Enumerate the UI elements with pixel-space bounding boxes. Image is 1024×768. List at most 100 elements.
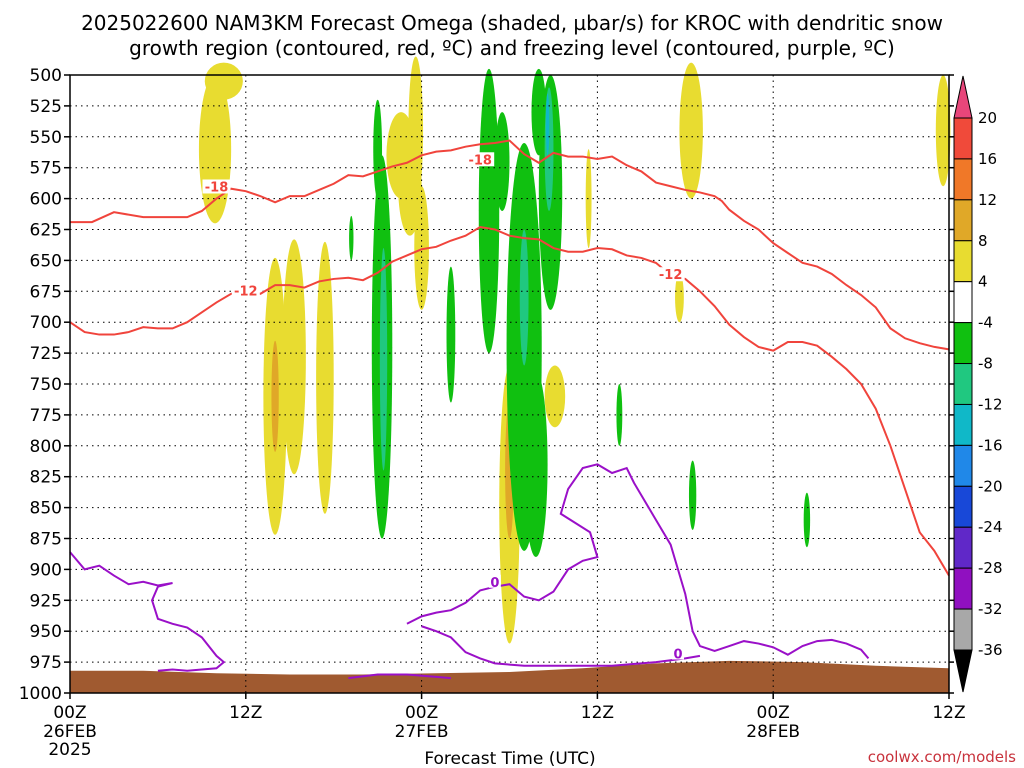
y-tick-label-6: 650 xyxy=(30,251,62,271)
y-tick-label-2: 550 xyxy=(30,128,62,148)
freezing-level-2 xyxy=(421,625,701,667)
contour-minus18 xyxy=(70,139,950,351)
omega-blob-25 xyxy=(524,371,548,558)
colorbar-segment-7 xyxy=(953,403,973,446)
y-tick-label-8: 700 xyxy=(30,313,62,333)
contour-label-1: -18 xyxy=(468,153,492,168)
colorbar-segment-6 xyxy=(953,363,973,405)
terrain-surface xyxy=(70,660,949,693)
freezing-level-1 xyxy=(406,463,870,660)
omega-blob-16 xyxy=(271,340,279,452)
x-tick-date-0: 26FEB xyxy=(43,722,97,742)
omega-blob-32 xyxy=(519,229,529,366)
colorbar-segment-11 xyxy=(953,567,973,610)
omega-blob-31 xyxy=(379,248,388,471)
y-tick-label-3: 575 xyxy=(30,159,62,179)
omega-blob-22 xyxy=(478,68,500,354)
colorbar-label-13: -36 xyxy=(978,641,1003,659)
colorbar-segment-9 xyxy=(953,485,973,528)
chart-title-line1: 2025022600 NAM3KM Forecast Omega (shaded… xyxy=(81,11,943,35)
omega-blob-28 xyxy=(616,384,623,446)
y-tick-label-9: 725 xyxy=(30,344,62,364)
colorbar-label-3: 8 xyxy=(978,232,988,250)
colorbar-label-1: 16 xyxy=(978,150,997,168)
colorbar-label-10: -24 xyxy=(978,518,1003,536)
contour-label-0: -18 xyxy=(205,180,229,195)
x-tick-label-4: 00Z xyxy=(757,703,790,723)
omega-blob-7 xyxy=(408,56,424,205)
x-tick-label-2: 00Z xyxy=(405,703,438,723)
omega-blob-3 xyxy=(282,239,306,475)
contour-minus12 xyxy=(69,225,950,577)
contour-label-bg-2 xyxy=(231,283,260,298)
freezing-label-bg-0 xyxy=(488,574,501,588)
freezing-label-bg-1 xyxy=(671,646,684,660)
y-tick-label-14: 850 xyxy=(30,499,62,519)
freezing-label-0: 0 xyxy=(490,576,499,591)
y-tick-label-20: 1000 xyxy=(19,684,62,704)
colorbar-segment-12 xyxy=(953,608,973,651)
colorbar-segment-3 xyxy=(953,240,973,283)
colorbar-label-4: 4 xyxy=(978,273,988,291)
omega-blob-8 xyxy=(414,186,429,310)
colorbar-segment-1 xyxy=(953,158,973,201)
omega-blob-23 xyxy=(494,112,510,211)
colorbar-label-6: -8 xyxy=(978,355,993,373)
x-tick-label-5: 12Z xyxy=(932,703,965,723)
freezing-label-1: 0 xyxy=(673,647,682,662)
x-tick-label-1: 12Z xyxy=(229,703,262,723)
colorbar: 20 16 12 8 4 -4 -8 -12 -16 -20 -24 -28 -32 -36 xyxy=(953,75,1003,693)
omega-blob-12 xyxy=(675,272,684,323)
omega-blob-20 xyxy=(349,215,354,261)
colorbar-segment-0 xyxy=(953,117,973,160)
contour-label-bg-1 xyxy=(466,152,495,167)
contour-labels: -18 -18 -12 -12 0 0 xyxy=(202,152,685,662)
colorbar-label-11: -28 xyxy=(978,559,1003,577)
omega-blob-30 xyxy=(803,492,811,548)
contour-label-3: -12 xyxy=(659,268,683,283)
y-tick-label-17: 925 xyxy=(30,591,62,611)
x-tick-year-0: 2025 xyxy=(48,740,91,760)
y-tick-label-0: 500 xyxy=(30,66,62,86)
x-tick-label-0: 00Z xyxy=(53,703,86,723)
x-tick-date-2: 27FEB xyxy=(395,722,449,742)
colorbar-segment-10 xyxy=(953,526,973,569)
y-tick-label-15: 875 xyxy=(30,530,62,550)
y-tick-label-18: 950 xyxy=(30,622,62,642)
freezing-level-contours xyxy=(69,463,870,680)
colorbar-label-9: -20 xyxy=(978,477,1003,495)
freezing-level-0 xyxy=(69,551,226,672)
colorbar-label-2: 12 xyxy=(978,191,997,209)
omega-blob-21 xyxy=(446,266,456,403)
colorbar-label-0: 20 xyxy=(978,109,997,127)
colorbar-label-12: -32 xyxy=(978,600,1003,618)
y-tick-label-5: 625 xyxy=(30,221,62,241)
colorbar-segment-2 xyxy=(953,199,973,242)
y-axis-ticks: 500 525 550 575 600 625 650 675 700 725 750 775 800 8… xyxy=(19,66,954,704)
contour-label-bg-0 xyxy=(202,179,231,194)
colorbar-segment-8 xyxy=(953,444,973,487)
y-tick-label-7: 675 xyxy=(30,282,62,302)
temperature-contours xyxy=(69,139,950,577)
omega-blob-29 xyxy=(688,460,697,530)
colorbar-label-5: -4 xyxy=(978,314,993,332)
y-tick-label-12: 800 xyxy=(30,437,62,457)
omega-blob-27 xyxy=(531,68,547,156)
y-tick-label-13: 825 xyxy=(30,468,62,488)
colorbar-label-8: -16 xyxy=(978,436,1003,454)
omega-blob-13 xyxy=(935,75,951,187)
credit-text: coolwx.com/models xyxy=(868,748,1016,766)
y-tick-label-11: 775 xyxy=(30,406,62,426)
omega-blob-19 xyxy=(373,99,383,199)
freezing-level-3 xyxy=(348,673,451,680)
chart-title-line2: growth region (contoured, red, ºC) and f… xyxy=(129,36,895,60)
colorbar-label-7: -12 xyxy=(978,395,1003,413)
grid-lines xyxy=(70,74,949,694)
x-axis-label: Forecast Time (UTC) xyxy=(424,749,595,768)
contour-label-2: -12 xyxy=(234,284,258,299)
omega-blob-15 xyxy=(585,149,592,249)
y-tick-label-16: 900 xyxy=(30,560,62,580)
omega-blob-34 xyxy=(545,93,550,156)
